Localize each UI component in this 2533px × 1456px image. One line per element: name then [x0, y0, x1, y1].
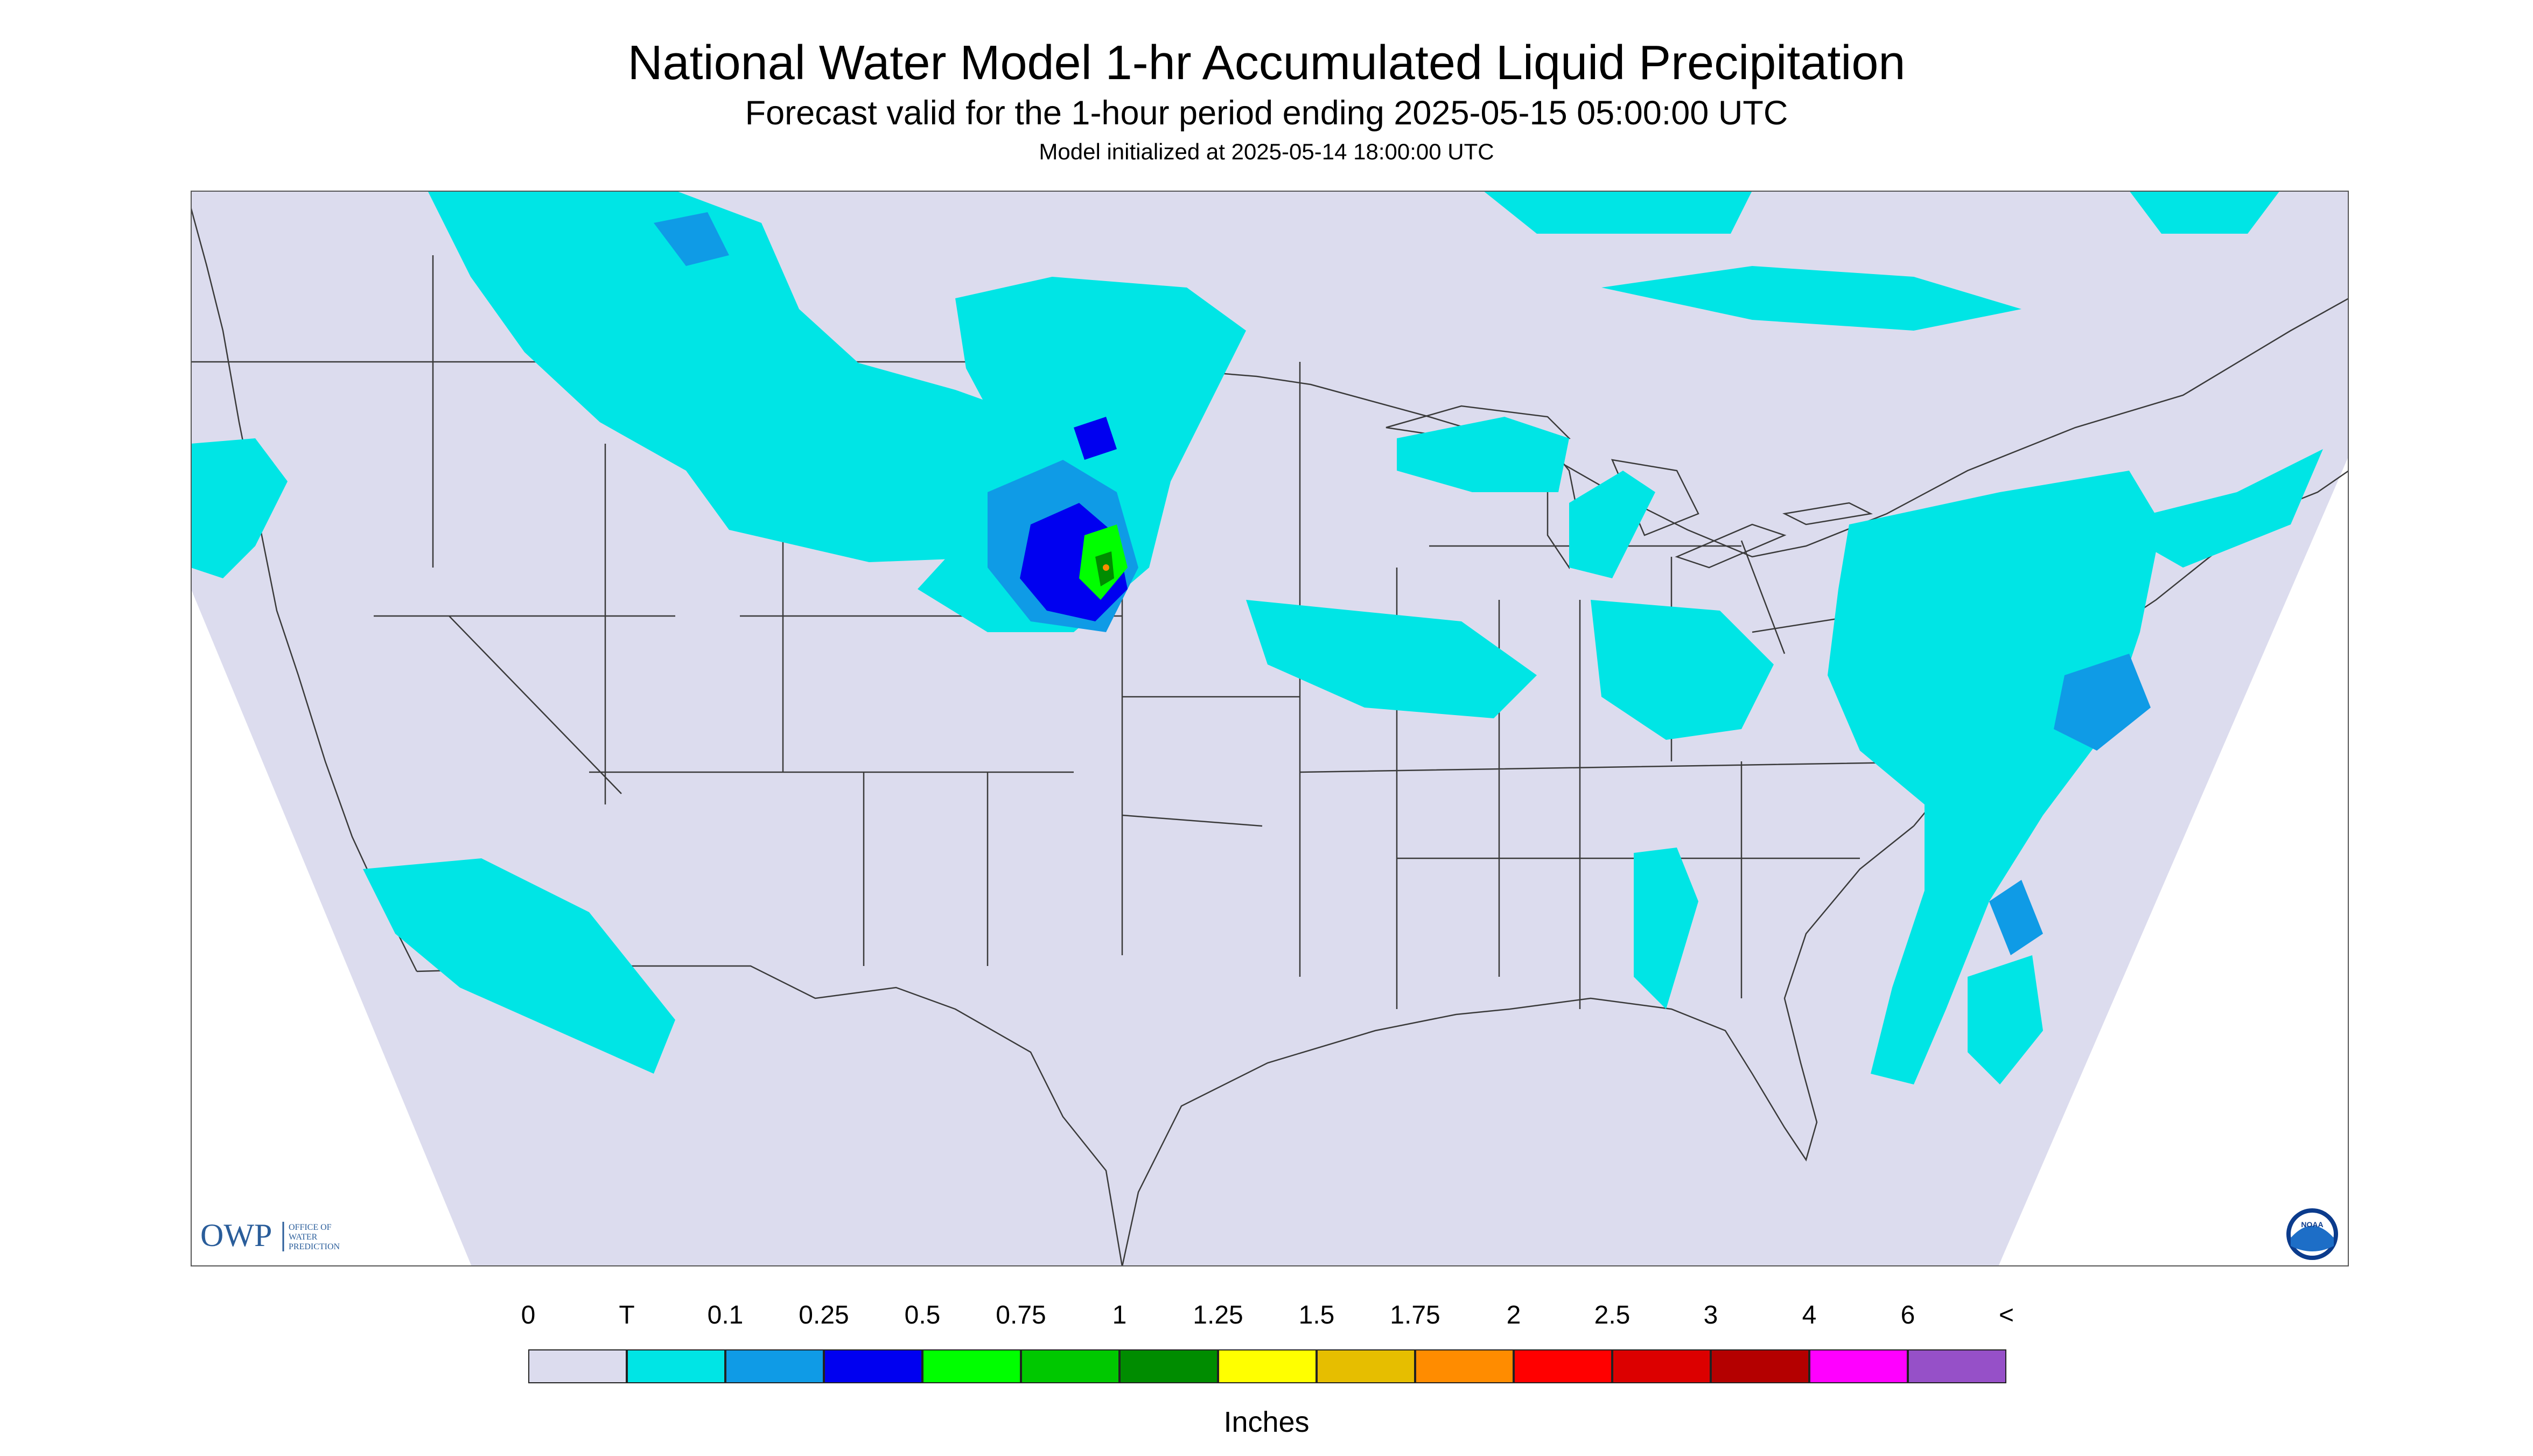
legend-swatch — [1908, 1349, 2006, 1383]
precipitation-map: OWP OFFICE OF WATER PREDICTION NOAA — [191, 191, 2349, 1266]
legend-label: < — [1998, 1301, 2014, 1329]
legend-label: 1.75 — [1390, 1301, 1440, 1329]
svg-text:NOAA: NOAA — [2301, 1220, 2323, 1229]
legend-swatch — [1119, 1349, 1218, 1383]
legend-swatch — [528, 1349, 627, 1383]
legend-swatch — [1809, 1349, 1908, 1383]
legend-units: Inches — [1223, 1406, 1310, 1438]
legend-label: 1.25 — [1193, 1301, 1243, 1329]
legend-swatch — [1317, 1349, 1415, 1383]
legend-label: 3 — [1703, 1301, 1718, 1329]
legend-swatch — [627, 1349, 725, 1383]
legend-label: 0.1 — [707, 1301, 744, 1329]
precip-trace — [191, 191, 2323, 1084]
legend-label: 0 — [521, 1301, 536, 1329]
svg-text:WATER: WATER — [289, 1233, 318, 1242]
map-frame — [191, 191, 2349, 1266]
legend-labels: 0 T 0.1 0.25 0.5 0.75 1 1.25 1.5 1.75 2 2.5 3 4 6 < — [0, 1300, 2533, 1338]
map-subtitle: Forecast valid for the 1-hour period end… — [745, 94, 1788, 132]
legend-swatch — [824, 1349, 922, 1383]
legend-label: 0.25 — [799, 1301, 849, 1329]
svg-text:OFFICE OF: OFFICE OF — [289, 1223, 332, 1232]
legend-label: 1 — [1112, 1301, 1127, 1329]
legend-colorbar — [528, 1349, 2006, 1383]
legend-swatch — [922, 1349, 1021, 1383]
svg-text:PREDICTION: PREDICTION — [289, 1242, 340, 1251]
legend-swatch — [1514, 1349, 1612, 1383]
legend-label: 4 — [1802, 1301, 1817, 1329]
legend-label: 0.5 — [904, 1301, 941, 1329]
legend-swatch — [725, 1349, 824, 1383]
legend-label: T — [619, 1301, 635, 1329]
owp-logo: OWP OFFICE OF WATER PREDICTION — [200, 1217, 340, 1253]
legend-label: 1.5 — [1298, 1301, 1335, 1329]
map-title: National Water Model 1-hr Accumulated Li… — [627, 36, 1906, 90]
legend-swatch — [1612, 1349, 1711, 1383]
legend-swatch — [1218, 1349, 1317, 1383]
legend-swatch — [1415, 1349, 1514, 1383]
legend-label: 2 — [1506, 1301, 1521, 1329]
svg-text:OWP: OWP — [200, 1217, 272, 1253]
model-init-label: Model initialized at 2025-05-14 18:00:00… — [1039, 139, 1494, 164]
precip-2-dot — [1103, 564, 1109, 571]
legend-label: 0.75 — [996, 1301, 1046, 1329]
legend-label: 6 — [1900, 1301, 1915, 1329]
legend-label: 2.5 — [1594, 1301, 1631, 1329]
noaa-logo: NOAA — [2286, 1208, 2338, 1260]
legend-swatch — [1711, 1349, 1809, 1383]
legend-swatch — [1021, 1349, 1119, 1383]
